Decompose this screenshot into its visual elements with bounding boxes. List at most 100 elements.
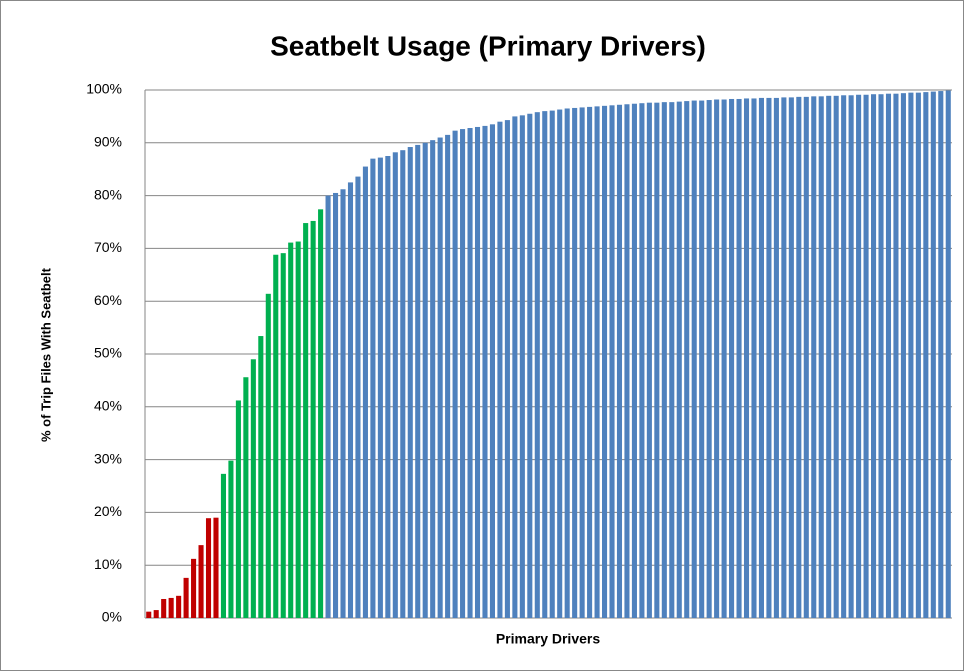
bar	[318, 209, 324, 618]
bar	[482, 125, 488, 619]
bar	[624, 104, 630, 619]
bar	[848, 95, 854, 618]
bar	[714, 99, 720, 618]
bar	[400, 150, 406, 618]
bar	[205, 518, 212, 618]
bar	[512, 116, 518, 619]
bar	[213, 517, 219, 618]
y-tick-label: 30%	[94, 450, 122, 466]
bar	[445, 134, 451, 618]
bar	[856, 94, 862, 618]
bar	[153, 610, 159, 618]
bar	[930, 91, 936, 619]
bar	[407, 147, 413, 619]
bar	[758, 97, 764, 619]
bar	[474, 126, 481, 619]
bar	[833, 95, 839, 619]
bar	[489, 124, 495, 618]
bar	[684, 101, 690, 618]
bar	[370, 158, 376, 618]
bar	[773, 97, 779, 619]
bar	[273, 254, 279, 618]
y-tick-label: 90%	[94, 134, 122, 150]
x-axis-label: Primary Drivers	[496, 631, 601, 647]
y-tick-label: 100%	[86, 81, 122, 97]
bar	[168, 597, 174, 618]
y-tick-label: 40%	[94, 398, 122, 414]
bar	[452, 130, 458, 618]
bar	[497, 121, 503, 619]
bar	[333, 192, 339, 618]
bar	[938, 91, 944, 618]
bar	[542, 111, 548, 619]
bar	[826, 95, 832, 619]
bar	[422, 142, 428, 619]
bar	[557, 109, 563, 618]
bar	[609, 105, 615, 618]
bar	[310, 220, 316, 618]
bar	[355, 176, 361, 619]
chart-title: Seatbelt Usage (Primary Drivers)	[270, 30, 706, 61]
bar	[781, 97, 787, 619]
bar	[885, 93, 892, 619]
bar	[288, 242, 294, 619]
bar	[250, 359, 256, 618]
bar	[534, 112, 540, 619]
bar	[803, 96, 809, 618]
y-tick-label: 80%	[94, 186, 122, 202]
bar	[751, 98, 757, 618]
bar	[661, 102, 667, 619]
bar	[743, 98, 750, 618]
bar	[594, 106, 600, 619]
bar	[228, 460, 234, 618]
y-tick-label: 70%	[94, 239, 122, 255]
bar	[587, 106, 593, 619]
y-tick-label: 10%	[94, 556, 122, 572]
bar	[146, 611, 152, 618]
bar	[631, 103, 637, 618]
bar	[639, 103, 645, 618]
bar	[467, 128, 473, 619]
bar	[878, 94, 884, 618]
bar	[183, 577, 189, 618]
bar	[945, 90, 951, 618]
bar	[325, 195, 331, 618]
bar	[519, 115, 525, 619]
bar	[198, 545, 204, 618]
bar	[265, 293, 271, 618]
bar	[504, 120, 510, 618]
bar	[280, 253, 286, 619]
bar	[646, 102, 652, 618]
bar	[161, 598, 167, 618]
bar	[362, 166, 368, 618]
bar	[736, 98, 742, 618]
bar	[258, 336, 264, 618]
bar	[915, 92, 921, 618]
bar	[923, 92, 929, 618]
bar	[303, 223, 309, 618]
bar	[676, 101, 682, 619]
bar	[871, 94, 877, 618]
bar	[729, 98, 735, 618]
bar	[699, 100, 705, 618]
bar	[347, 182, 354, 618]
y-tick-label: 50%	[94, 345, 122, 361]
bar	[616, 104, 623, 618]
bar	[841, 95, 847, 618]
bar	[818, 96, 824, 618]
bar	[340, 189, 346, 619]
bar	[243, 377, 249, 618]
bar	[691, 100, 697, 618]
bar	[908, 92, 914, 618]
bar	[220, 473, 226, 618]
bar	[430, 140, 436, 618]
bar	[549, 110, 555, 618]
bar	[385, 156, 391, 618]
bar	[191, 558, 197, 618]
bar	[572, 107, 578, 619]
bar	[788, 97, 794, 619]
bar	[863, 94, 869, 618]
